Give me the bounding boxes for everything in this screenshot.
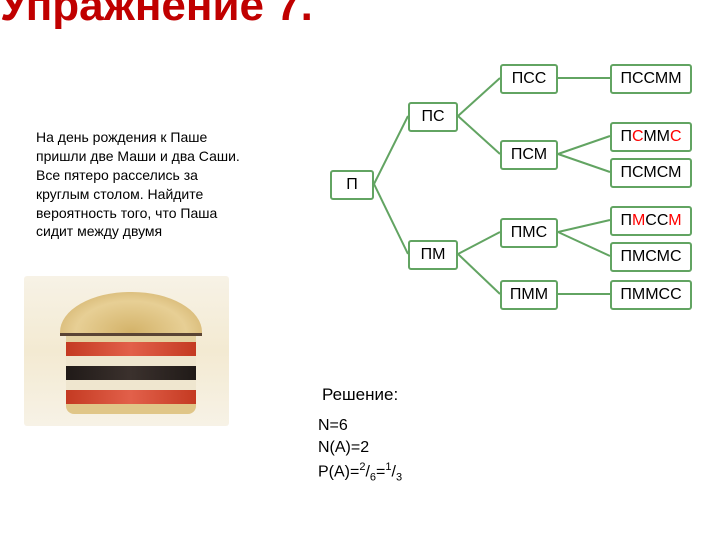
node-letter: М	[432, 246, 445, 263]
node-letter: М	[522, 224, 535, 241]
tree-node: ПСММС	[610, 122, 692, 152]
node-letter: С	[523, 70, 535, 87]
node-letter: С	[535, 70, 547, 87]
node-letter: С	[536, 224, 548, 241]
tree-edge	[374, 184, 408, 254]
pa-prefix: P(A)=	[318, 463, 359, 480]
node-letter: С	[670, 128, 682, 145]
probability-tree: ППСПМПССПСМПМСПММПССММПСММСПСМСМПМССМПМС…	[330, 42, 720, 352]
node-letter: М	[668, 70, 681, 87]
exercise-title: Упражнение 7.	[0, 0, 313, 30]
cake-layer	[66, 366, 196, 380]
tree-node: ПСМСМ	[610, 158, 692, 188]
cake-body	[66, 308, 196, 414]
node-letter: М	[655, 70, 668, 87]
node-letter: М	[632, 248, 645, 265]
node-letter: С	[657, 212, 668, 229]
node-letter: П	[346, 176, 358, 193]
tree-node: ПСС	[500, 64, 558, 94]
frac-num: 1	[385, 461, 391, 473]
cake-illustration	[24, 276, 229, 426]
tree-node: ПМССМ	[610, 206, 692, 236]
tree-edge	[374, 116, 408, 184]
tree-node: ПМС	[500, 218, 558, 248]
node-letter: М	[657, 248, 670, 265]
node-letter: П	[620, 212, 632, 229]
node-letter: М	[521, 286, 534, 303]
cake-layer	[66, 356, 196, 366]
node-letter: П	[620, 286, 632, 303]
cake-layer	[66, 342, 196, 356]
node-letter: П	[511, 224, 523, 241]
tree-edge	[458, 232, 500, 254]
node-letter: М	[632, 286, 645, 303]
frac-num: 2	[359, 461, 365, 473]
tree-node: П	[330, 170, 374, 200]
node-letter: С	[644, 70, 655, 87]
node-letter: С	[657, 164, 668, 181]
tree-node: ПМСМС	[610, 242, 692, 272]
tree-edge	[458, 78, 500, 116]
node-letter: М	[668, 212, 681, 229]
node-letter: П	[512, 70, 524, 87]
tree-edge	[458, 116, 500, 154]
node-letter: М	[534, 146, 547, 163]
tree-edge	[458, 254, 500, 294]
node-letter: С	[645, 248, 656, 265]
tree-node: ПММ	[500, 280, 558, 310]
node-letter: С	[433, 108, 445, 125]
node-letter: С	[632, 70, 644, 87]
cake-layer	[66, 380, 196, 390]
node-letter: С	[632, 128, 643, 145]
tree-edge	[558, 154, 610, 172]
node-letter: М	[657, 128, 670, 145]
node-letter: П	[421, 246, 433, 263]
node-letter: С	[659, 286, 671, 303]
solution-body: N=6 N(A)=2 P(A)=2/6=1/3	[318, 415, 402, 486]
solution-heading: Решение:	[322, 385, 398, 405]
node-letter: М	[643, 164, 656, 181]
tree-node: ПС	[408, 102, 458, 132]
solution-line-na: N(A)=2	[318, 437, 402, 459]
cake-layer	[66, 404, 196, 414]
node-letter: П	[620, 128, 632, 145]
node-letter: М	[643, 128, 656, 145]
node-letter: П	[421, 108, 433, 125]
tree-edge	[558, 232, 610, 256]
node-letter: С	[645, 212, 657, 229]
node-letter: П	[511, 146, 523, 163]
node-letter: П	[621, 164, 633, 181]
tree-edge	[558, 136, 610, 154]
node-letter: М	[535, 286, 548, 303]
tree-node: ПССММ	[610, 64, 692, 94]
solution-line-n: N=6	[318, 415, 402, 437]
tree-node: ПСМ	[500, 140, 558, 170]
node-letter: П	[620, 70, 632, 87]
frac-den: 6	[370, 471, 376, 483]
node-letter: С	[632, 164, 643, 181]
node-letter: П	[620, 248, 632, 265]
node-letter: М	[645, 286, 658, 303]
tree-edge	[558, 220, 610, 232]
node-letter: С	[670, 286, 682, 303]
problem-statement: На день рождения к Паше пришли две Маши …	[36, 128, 246, 241]
cake-layer	[66, 390, 196, 404]
tree-node: ПММСС	[610, 280, 692, 310]
node-letter: С	[670, 248, 682, 265]
node-letter: С	[522, 146, 533, 163]
node-letter: М	[632, 212, 645, 229]
node-letter: П	[510, 286, 522, 303]
tree-node: ПМ	[408, 240, 458, 270]
solution-line-pa: P(A)=2/6=1/3	[318, 460, 402, 486]
frac-den: 3	[396, 471, 402, 483]
node-letter: М	[668, 164, 681, 181]
